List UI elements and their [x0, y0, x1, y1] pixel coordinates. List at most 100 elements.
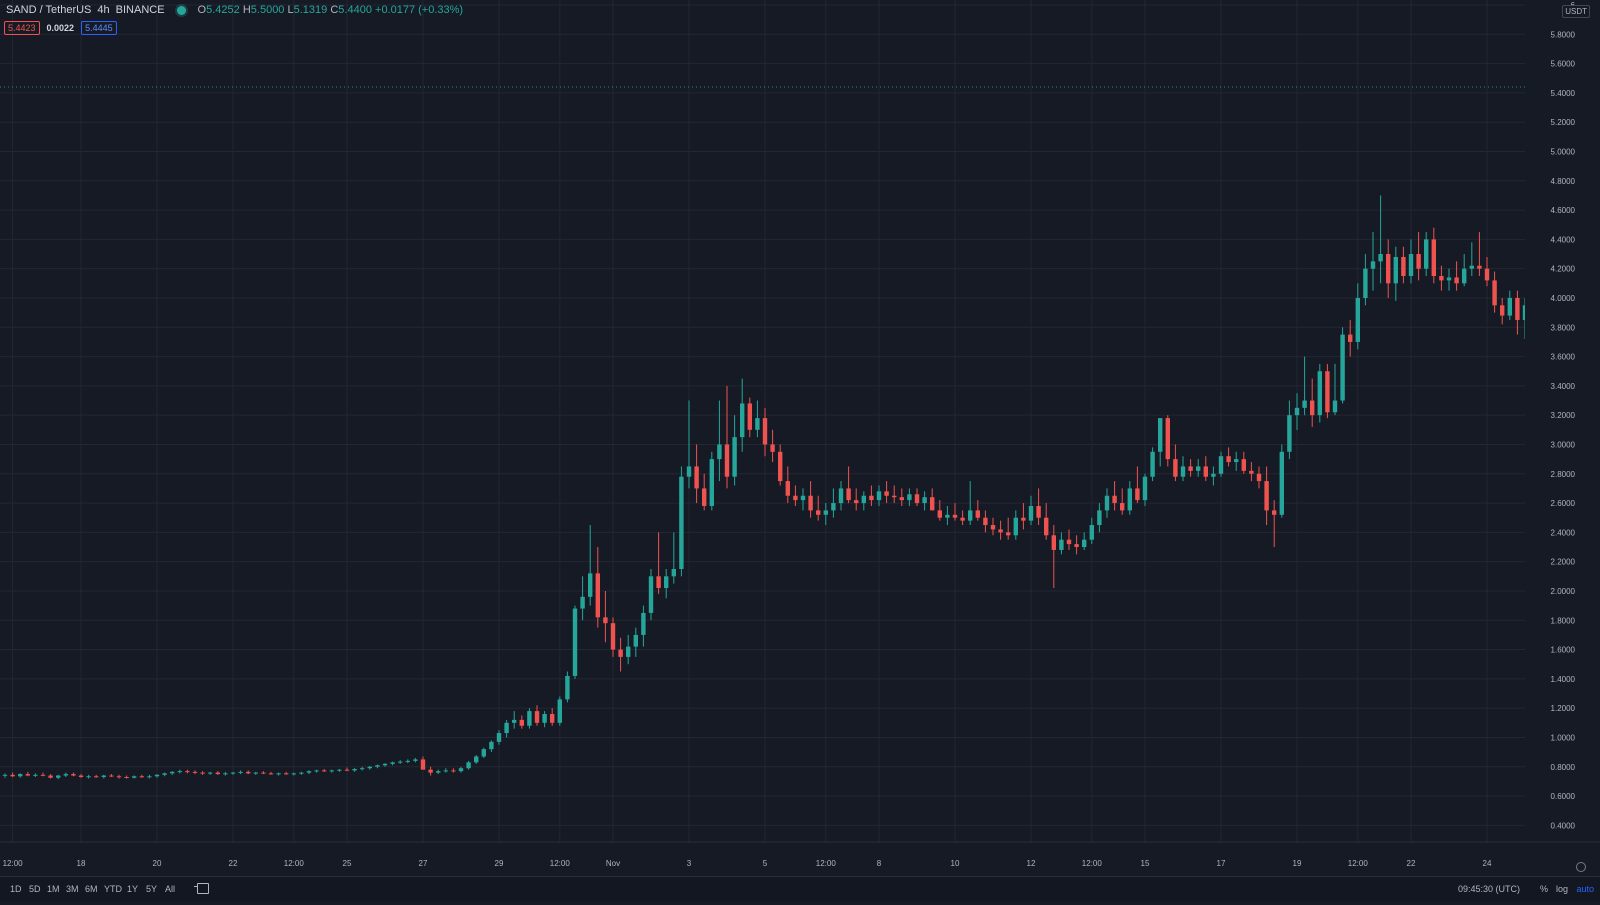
candle[interactable] — [937, 500, 942, 521]
candle-body[interactable] — [1492, 280, 1497, 306]
candle[interactable] — [405, 759, 410, 764]
candle-body[interactable] — [869, 495, 874, 501]
candle-body[interactable] — [261, 772, 266, 774]
candle-body[interactable] — [1028, 506, 1034, 521]
candle-body[interactable] — [1082, 539, 1087, 548]
candle[interactable] — [1196, 459, 1201, 477]
candle-body[interactable] — [1188, 466, 1193, 471]
candle-body[interactable] — [694, 466, 699, 489]
candle[interactable] — [1059, 532, 1064, 555]
candle[interactable] — [770, 429, 775, 463]
candle[interactable] — [177, 769, 182, 774]
candle[interactable] — [284, 771, 289, 775]
range-button-5y[interactable]: 5Y — [146, 884, 158, 894]
candle[interactable] — [1112, 481, 1117, 511]
range-button-1y[interactable]: 1Y — [127, 884, 139, 894]
candle[interactable] — [1234, 451, 1239, 471]
candle[interactable] — [648, 568, 654, 621]
candle[interactable] — [223, 771, 228, 776]
candle[interactable] — [527, 708, 532, 729]
candle[interactable] — [907, 488, 912, 506]
candle[interactable] — [732, 415, 737, 486]
candle-body[interactable] — [702, 488, 707, 506]
candle-body[interactable] — [2, 774, 8, 776]
candle-body[interactable] — [595, 573, 600, 618]
candle-body[interactable] — [1294, 407, 1300, 416]
time-axis[interactable]: 12:00 18 20 22 12:00 25 27 29 12:00 Nov 3 5 12:00 8 10… — [0, 841, 1600, 876]
candle-body[interactable] — [1256, 473, 1262, 482]
candle-body[interactable] — [724, 444, 730, 477]
candle[interactable] — [869, 485, 874, 506]
candle-body[interactable] — [276, 773, 281, 775]
interval-label[interactable]: 4h — [97, 4, 110, 16]
candle[interactable] — [747, 397, 752, 438]
candle-body[interactable] — [892, 495, 897, 498]
candle[interactable] — [1044, 503, 1049, 540]
candle[interactable] — [694, 444, 699, 504]
candle[interactable] — [390, 761, 395, 766]
candle-body[interactable] — [291, 773, 296, 775]
price-axis[interactable]: 0.4000 0.6000 0.8000 1.0000 1.2000 1.4000 1.60… — [1525, 0, 1600, 876]
candle[interactable] — [1120, 488, 1125, 515]
candle[interactable] — [1097, 503, 1102, 533]
candle[interactable] — [1325, 363, 1330, 419]
candle[interactable] — [154, 774, 160, 778]
candle[interactable] — [846, 466, 851, 504]
candle-body[interactable] — [413, 759, 418, 761]
candle-body[interactable] — [1302, 400, 1307, 408]
candle[interactable] — [496, 730, 502, 745]
candle-body[interactable] — [1021, 517, 1026, 521]
candle[interactable] — [1454, 261, 1459, 291]
candle-body[interactable] — [937, 510, 942, 518]
candle-body[interactable] — [990, 525, 996, 530]
candle-body[interactable] — [732, 437, 737, 477]
candle-body[interactable] — [246, 771, 251, 774]
candle-body[interactable] — [1340, 334, 1345, 401]
candle-body[interactable] — [1097, 510, 1102, 526]
candle[interactable] — [481, 747, 486, 758]
candles[interactable] — [2, 78, 1581, 780]
candle[interactable] — [702, 473, 707, 511]
candle-body[interactable] — [831, 503, 836, 511]
candle-body[interactable] — [1104, 495, 1110, 511]
candle-body[interactable] — [451, 770, 456, 772]
candle[interactable] — [1226, 447, 1231, 467]
candle[interactable] — [565, 671, 570, 703]
candle-body[interactable] — [641, 612, 646, 635]
candle-body[interactable] — [755, 418, 760, 430]
candle[interactable] — [945, 506, 950, 526]
candle-body[interactable] — [192, 771, 198, 773]
candle-body[interactable] — [648, 576, 654, 613]
candle-body[interactable] — [299, 772, 304, 774]
candle-body[interactable] — [109, 775, 114, 777]
candle-body[interactable] — [1454, 277, 1459, 284]
candle-body[interactable] — [458, 768, 464, 772]
candle-body[interactable] — [1393, 256, 1398, 284]
candle[interactable] — [854, 488, 859, 511]
candle-body[interactable] — [382, 763, 388, 766]
candle-body[interactable] — [717, 444, 722, 460]
candle[interactable] — [1241, 451, 1246, 474]
candle-body[interactable] — [1515, 297, 1520, 320]
candle-body[interactable] — [519, 719, 524, 726]
candle[interactable] — [755, 400, 760, 438]
candle[interactable] — [542, 711, 547, 728]
candle-body[interactable] — [466, 762, 471, 769]
candle[interactable] — [18, 773, 23, 778]
candle-body[interactable] — [610, 623, 616, 650]
candle[interactable] — [200, 771, 205, 775]
candle[interactable] — [238, 770, 243, 775]
candle[interactable] — [1500, 297, 1505, 325]
candle-body[interactable] — [33, 774, 38, 776]
candle[interactable] — [861, 491, 866, 511]
candle[interactable] — [322, 768, 327, 772]
candle-body[interactable] — [329, 770, 334, 772]
candle-body[interactable] — [443, 770, 448, 772]
candle-body[interactable] — [808, 495, 813, 511]
candle-body[interactable] — [1241, 459, 1246, 471]
candle[interactable] — [1218, 451, 1224, 477]
candle-body[interactable] — [1066, 539, 1072, 545]
candle[interactable] — [215, 771, 220, 775]
candle[interactable] — [816, 495, 821, 521]
candle-body[interactable] — [360, 768, 365, 770]
